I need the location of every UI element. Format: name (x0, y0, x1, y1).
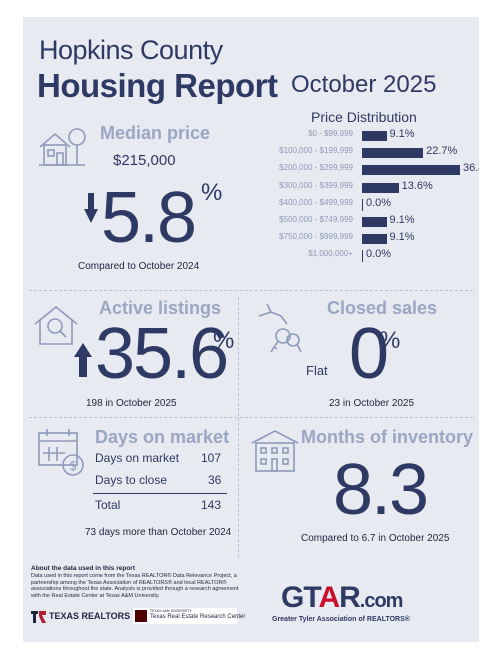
tamu-small-text: TEXAS A&M UNIVERSITY (150, 609, 192, 613)
dom-row-value: 36 (208, 473, 222, 487)
median-price-title: Median price (100, 123, 211, 143)
dom-row-value: 107 (201, 451, 222, 465)
active-listings-pct-sign: % (213, 327, 235, 354)
closed-sales-title: Closed sales (327, 298, 438, 318)
price-distribution-bar (362, 165, 460, 176)
price-distribution-row: $400,000 - $499,999 0.0% (257, 197, 477, 213)
price-distribution-row: $0 - $99,999 9.1% (257, 128, 477, 144)
price-range-label: $400,000 - $499,999 (279, 197, 353, 207)
svg-text:$: $ (69, 459, 77, 474)
median-price-change: 5.8 (101, 178, 197, 258)
months-inventory-value: 8.3 (333, 450, 429, 530)
calendar-dollar-icon: $ (37, 427, 87, 477)
footer-heading: About the data used in this report (31, 565, 136, 572)
tamu-mark-icon (135, 610, 147, 622)
median-price-value: $215,000 (113, 152, 176, 169)
price-distribution-value: 13.6% (401, 179, 433, 192)
texas-realtors-logo: TEXAS REALTORS (49, 611, 131, 621)
divider (238, 297, 239, 557)
house-tree-icon (37, 125, 87, 169)
price-distribution-bar (362, 148, 424, 159)
price-distribution-bar (362, 250, 363, 263)
tamu-logo: TEXAS A&M UNIVERSITY Texas Real Estate R… (133, 608, 245, 624)
price-distribution-row: $1,000,000+ 0.0% (257, 248, 477, 264)
closed-sales-pct-sign: % (379, 327, 401, 354)
price-range-label: $750,000 - $999,999 (279, 232, 353, 242)
price-range-label: $100,000 - $199,999 (279, 146, 353, 156)
price-range-label: $0 - $99,999 (308, 129, 353, 138)
months-inventory-title: Months of inventory (301, 427, 473, 447)
gtar-logo-text: GTAR.com (281, 581, 403, 614)
median-price-pct-sign: % (201, 179, 223, 206)
dom-total-value: 143 (201, 498, 222, 512)
days-on-market-title: Days on market (95, 427, 230, 447)
price-distribution-row: $500,000 - $749,999 9.1% (257, 214, 477, 230)
price-distribution-value: 0.0% (366, 248, 392, 261)
divider (29, 417, 473, 418)
closed-sales-change: 0 (349, 314, 389, 394)
report-title: Housing Report (37, 67, 278, 104)
price-range-label: $1,000,000+ (308, 249, 353, 259)
report-month: October 2025 (291, 71, 437, 98)
gtar-tagline: Greater Tyler Association of REALTORS® (272, 616, 410, 623)
county-title: Hopkins County (39, 35, 223, 65)
hand-keys-icon (257, 302, 303, 356)
price-distribution-row: $750,000 - $999,999 9.1% (257, 231, 477, 247)
price-distribution-value: 9.1% (389, 231, 415, 244)
price-distribution-value: 9.1% (389, 128, 415, 140)
down-arrow-icon (84, 193, 98, 223)
active-listings-title: Active listings (99, 298, 222, 318)
price-distribution-bar (362, 217, 387, 227)
building-icon (250, 429, 300, 473)
closed-sales-flat-label: Flat (306, 363, 328, 378)
price-range-label: $300,000 - $399,999 (279, 180, 353, 190)
price-distribution-value: 22.7% (426, 145, 458, 158)
active-listings-note: 198 in October 2025 (86, 398, 177, 409)
dom-row-label: Days on market (95, 451, 180, 465)
price-distribution-bar (362, 234, 387, 245)
price-distribution-title: Price Distribution (311, 109, 417, 125)
price-range-label: $200,000 - $299,999 (279, 163, 353, 173)
price-distribution-bar (362, 182, 399, 193)
price-distribution-row: $300,000 - $399,999 13.6% (257, 180, 477, 196)
footer-text: Data used in this report come from the T… (31, 573, 239, 599)
price-range-label: $500,000 - $749,999 (279, 215, 353, 224)
price-distribution-value: 0.0% (366, 196, 392, 209)
house-magnifier-icon (33, 304, 79, 348)
closed-sales-note: 23 in October 2025 (329, 398, 415, 409)
median-price-note: Compared to October 2024 (78, 261, 200, 272)
price-distribution-value: 36.4% (463, 162, 479, 175)
months-inventory-note: Compared to 6.7 in October 2025 (301, 533, 450, 544)
dom-total-label: Total (95, 498, 121, 512)
divider (29, 290, 473, 291)
gtar-logo: GTAR.com (281, 581, 403, 615)
active-listings-change: 35.6 (95, 314, 229, 394)
price-distribution-row: $200,000 - $299,999 36.4% (257, 162, 479, 178)
up-arrow-icon (74, 343, 92, 377)
price-distribution-value: 9.1% (389, 214, 415, 226)
total-rule (93, 493, 227, 494)
texas-realtors-logo-icon (31, 610, 47, 623)
price-distribution-row: $100,000 - $199,999 22.7% (257, 145, 477, 161)
housing-report-page: Hopkins County Housing Report October 20… (23, 17, 479, 642)
tamu-name: Texas Real Estate Research Center (150, 614, 246, 620)
dom-row-label: Days to close (95, 473, 168, 487)
price-distribution-bar (362, 198, 363, 211)
price-distribution-bar (362, 131, 387, 141)
days-on-market-note: 73 days more than October 2024 (85, 527, 232, 538)
